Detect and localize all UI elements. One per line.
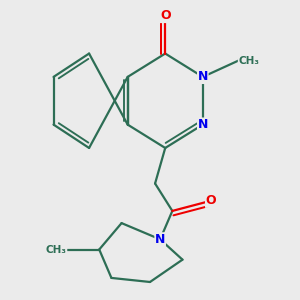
Text: N: N <box>198 118 208 131</box>
Text: O: O <box>206 194 216 207</box>
Text: N: N <box>155 233 165 246</box>
Text: N: N <box>198 70 208 83</box>
Text: O: O <box>160 10 170 22</box>
Text: CH₃: CH₃ <box>238 56 259 66</box>
Text: CH₃: CH₃ <box>46 244 67 254</box>
